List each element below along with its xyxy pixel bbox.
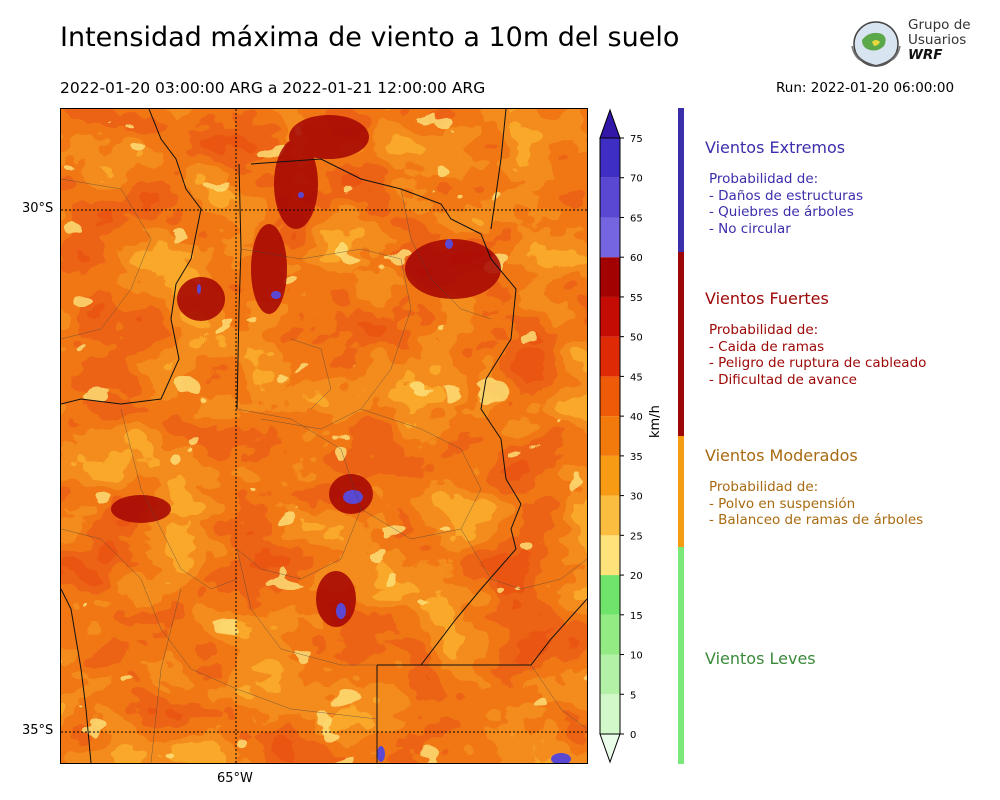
category-bar-strong: [678, 252, 684, 436]
colorbar-swatch: [600, 416, 620, 456]
colorbar-tick-label: 0: [630, 730, 636, 741]
lat-label-35s: 35°S: [22, 723, 54, 738]
category-line: - Balanceo de ramas de árboles: [709, 512, 924, 528]
colorbar-swatch: [600, 575, 620, 615]
colorbar-tick-label: 55: [630, 293, 643, 304]
colorbar-tick-label: 50: [630, 333, 643, 344]
colorbar-tick-label: 5: [630, 690, 636, 701]
colorbar-swatch: [600, 535, 620, 576]
category-line: Probabilidad de:: [709, 479, 819, 495]
category-line: - No circular: [709, 220, 791, 237]
colorbar-unit: km/h: [648, 405, 663, 438]
colorbar-swatch: [600, 654, 620, 695]
category-title: Vientos Leves: [705, 649, 816, 668]
graticule: [61, 109, 587, 763]
category-title: Vientos Extremos: [705, 138, 846, 157]
category-bar-light: [678, 547, 684, 764]
colorbar-tick-label: 15: [630, 611, 643, 622]
lat-label-30s: 30°S: [22, 201, 54, 216]
wind-map: [60, 108, 588, 764]
colorbar-swatch: [600, 376, 620, 417]
political-borders: [61, 109, 587, 763]
category-strong: Vientos Fuertes Probabilidad de: - Caida…: [705, 289, 985, 388]
departmental-borders: [61, 178, 587, 763]
colorbar-tick-label: 30: [630, 492, 643, 503]
map-title: Intensidad máxima de viento a 10m del su…: [60, 22, 680, 53]
colorbar-frame: [599, 137, 621, 735]
colorbar-swatch: [600, 296, 620, 337]
colorbar-swatch: [600, 217, 620, 258]
colorbar-swatch: [600, 336, 620, 377]
globe-icon: [851, 21, 901, 68]
colorbar-tick-label: 60: [630, 253, 643, 264]
map-subtitle: 2022-01-20 03:00:00 ARG a 2022-01-21 12:…: [60, 79, 486, 97]
category-line: - Caida de ramas: [709, 338, 825, 355]
category-light: Vientos Leves: [705, 649, 985, 668]
colorbar-tick-label: 65: [630, 213, 643, 224]
category-line: - Quiebres de árboles: [709, 204, 854, 220]
run-label: Run: 2022-01-20 06:00:00: [776, 80, 955, 96]
category-line: Probabilidad de:: [709, 322, 819, 338]
colorbar-tick-label: 10: [630, 651, 643, 662]
lon-label-65w: 65°W: [217, 771, 253, 786]
category-title: Vientos Moderados: [705, 446, 858, 465]
colorbar-extend-low: [599, 733, 621, 764]
colorbar-tick-label: 20: [630, 571, 643, 582]
colorbar-swatch: [600, 455, 620, 496]
category-extreme: Vientos Extremos Probabilidad de: - Daño…: [705, 138, 985, 237]
colorbar-swatch: [600, 177, 620, 218]
colorbar-tick-label: 25: [630, 531, 643, 542]
colorbar-tick-label: 35: [630, 452, 643, 463]
colorbar-tick-label: 70: [630, 174, 643, 185]
category-line: - Peligro de ruptura de cableado: [709, 355, 927, 371]
category-moderate: Vientos Moderados Probabilidad de: - Pol…: [705, 446, 985, 529]
logo-line-3: WRF: [908, 47, 943, 63]
category-bar-moderate: [678, 436, 684, 547]
colorbar: 05101520253035404550556065707580: [598, 94, 658, 768]
colorbar-tick-label: 75: [630, 134, 643, 145]
strong-wind-cores: [111, 115, 501, 627]
category-line: - Polvo en suspensión: [709, 495, 856, 512]
colorbar-extend-high: [599, 108, 621, 139]
grupo-usuarios-wrf-logo: Grupo de Usuarios WRF: [848, 16, 978, 72]
colorbar-tick-label: 45: [630, 372, 643, 383]
logo-line-1: Grupo de: [908, 17, 971, 33]
colorbar-swatch: [600, 614, 620, 655]
logo-line-2: Usuarios: [908, 32, 967, 48]
colorbar-swatch: [600, 694, 620, 734]
category-line: - Dificultad de avance: [709, 371, 857, 388]
colorbar-swatch: [600, 257, 620, 297]
colorbar-swatch: [600, 138, 620, 178]
colorbar-swatch: [600, 495, 620, 536]
category-line: - Daños de estructuras: [709, 187, 864, 204]
category-line: Probabilidad de:: [709, 171, 819, 187]
category-title: Vientos Fuertes: [705, 289, 829, 308]
category-bar-extreme: [678, 108, 684, 252]
colorbar-tick-label: 40: [630, 412, 643, 423]
